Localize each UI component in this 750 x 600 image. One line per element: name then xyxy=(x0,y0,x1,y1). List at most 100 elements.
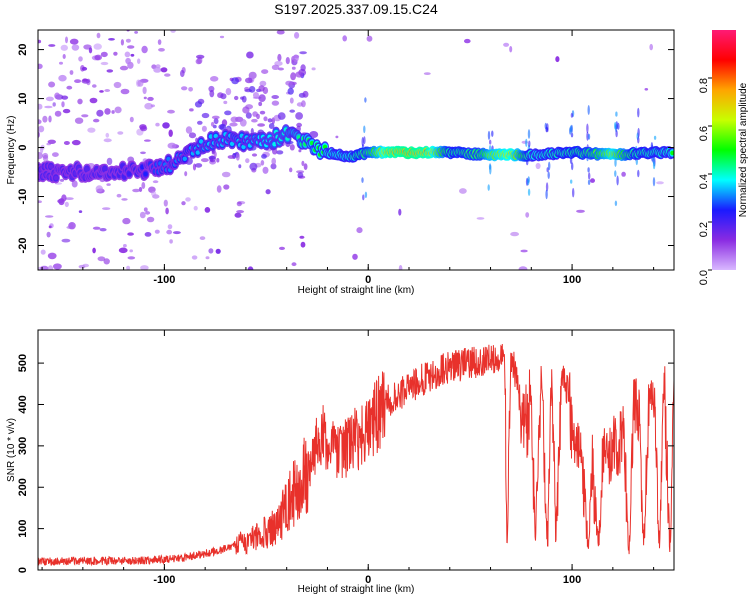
spectrogram-cell xyxy=(241,95,247,103)
snr-x-label: Height of straight line (km) xyxy=(298,584,415,595)
spectrogram-x-tick-label: 100 xyxy=(563,274,581,286)
spectrogram-x-ticks: -100 0 100 xyxy=(41,30,655,286)
spectrogram-cell xyxy=(196,54,205,59)
spectrogram-cell xyxy=(219,35,225,39)
spectrogram-cell xyxy=(151,191,157,197)
spectrogram-cell xyxy=(117,131,124,135)
spectrogram-cell xyxy=(616,175,619,186)
spectrogram-cell xyxy=(45,215,54,218)
spectrogram-cell xyxy=(213,118,219,125)
spectrogram-cell xyxy=(38,39,42,44)
spectrogram-cell xyxy=(510,231,519,237)
spectrogram-cell xyxy=(189,108,194,112)
spectrogram-cell xyxy=(520,249,528,253)
spectrogram-cell xyxy=(205,256,210,260)
spectrogram-cell xyxy=(637,127,640,138)
spectrogram-cell xyxy=(279,246,285,250)
spectrogram-cell xyxy=(191,255,198,260)
spectrogram-cell xyxy=(614,170,617,178)
spectrogram-cell xyxy=(241,144,246,150)
spectrogram-cell xyxy=(571,162,574,171)
spectrogram-cell xyxy=(88,47,93,54)
spectrogram-cell xyxy=(121,198,128,201)
spectrogram-cell xyxy=(215,248,221,254)
spectrogram-y-tick-label: -20 xyxy=(17,238,29,254)
spectrogram-cell xyxy=(48,115,52,123)
spectrogram-cell xyxy=(82,78,88,82)
spectrogram-cell xyxy=(586,123,589,134)
spectrogram-cell xyxy=(229,122,238,127)
spectrogram-cell xyxy=(77,98,83,105)
spectrogram-cell xyxy=(277,53,282,62)
spectrogram-cell xyxy=(525,138,528,147)
spectrogram-cell xyxy=(99,228,107,232)
spectrogram-cell xyxy=(93,118,100,123)
spectrogram-cell xyxy=(100,61,109,66)
spectrogram-cell xyxy=(44,105,53,109)
spectrogram-cell xyxy=(97,256,106,262)
spectrogram-cell xyxy=(231,77,240,85)
spectrogram-cell xyxy=(45,96,54,102)
spectrogram-cell xyxy=(120,88,130,95)
spectrogram-cell xyxy=(251,153,258,157)
spectrogram-cell xyxy=(188,132,197,139)
spectrogram-cell xyxy=(201,112,210,119)
spectrogram-cell xyxy=(167,224,173,230)
spectrogram-cell xyxy=(78,56,83,62)
spectrogram-cell xyxy=(147,96,154,101)
spectrogram-cell xyxy=(140,125,148,132)
spectrogram-cell xyxy=(285,80,293,86)
spectrogram-cell xyxy=(270,163,277,170)
spectrogram-cell xyxy=(181,86,188,91)
spectrogram-cell xyxy=(259,110,266,115)
spectrogram-cell xyxy=(71,44,80,51)
spectrogram-cell xyxy=(617,122,620,130)
spectrogram-cell xyxy=(587,167,590,173)
spectrogram-cell xyxy=(103,258,110,265)
spectrogram-cell xyxy=(265,189,271,195)
spectrogram-cell xyxy=(276,150,284,155)
spectrogram-cell xyxy=(48,81,56,88)
spectrogram-cell xyxy=(106,183,111,186)
spectrogram-cell xyxy=(234,95,239,101)
snr-panel: -100 0 100 0 100 200 300 400 500 Height of stra… xyxy=(6,329,675,595)
colorbar-tick-label: 0.2 xyxy=(698,222,710,237)
spectrogram-cell xyxy=(105,132,110,138)
spectrogram-cell xyxy=(89,97,98,104)
spectrogram-x-tick-label: -100 xyxy=(153,274,175,286)
spectrogram-cell xyxy=(137,58,141,64)
spectrogram-cell xyxy=(96,32,101,39)
spectrogram-cell xyxy=(129,116,134,123)
spectrogram-cell xyxy=(311,67,316,71)
spectrogram-cell xyxy=(257,123,265,127)
figure-title: S197.2025.337.09.15.C24 xyxy=(274,1,438,17)
spectrogram-cell xyxy=(168,129,173,137)
spectrogram-cell xyxy=(208,248,214,254)
spectrogram-cell xyxy=(106,69,114,73)
spectrogram-cell xyxy=(38,63,43,69)
spectrogram-cell xyxy=(245,112,252,119)
spectrogram-cell xyxy=(132,188,141,193)
spectrogram-cell xyxy=(570,113,574,118)
spectrogram-cell xyxy=(587,179,591,185)
spectrogram-cell xyxy=(261,154,267,159)
spectrogram-cell xyxy=(576,209,585,213)
snr-y-tick-label: 100 xyxy=(17,519,29,537)
spectrogram-cell xyxy=(84,166,90,172)
spectrogram-cell xyxy=(535,162,541,170)
spectrogram-cell xyxy=(66,85,73,90)
spectrogram-cell xyxy=(271,157,277,166)
spectrogram-cell xyxy=(137,79,144,87)
spectrogram-cell xyxy=(60,44,68,51)
spectrogram-cell xyxy=(42,115,48,123)
spectrogram-cell xyxy=(289,167,293,173)
colorbar-tick-label: 0.0 xyxy=(698,270,710,285)
spectrogram-cell xyxy=(182,156,187,161)
spectrogram-cell xyxy=(58,74,67,82)
spectrogram-cell xyxy=(116,193,122,198)
spectrogram-cell xyxy=(670,150,674,156)
spectrogram-cell xyxy=(104,108,111,115)
spectrogram-cell xyxy=(53,263,62,270)
spectrogram-cell xyxy=(160,67,168,73)
spectrogram-cell xyxy=(193,205,198,211)
